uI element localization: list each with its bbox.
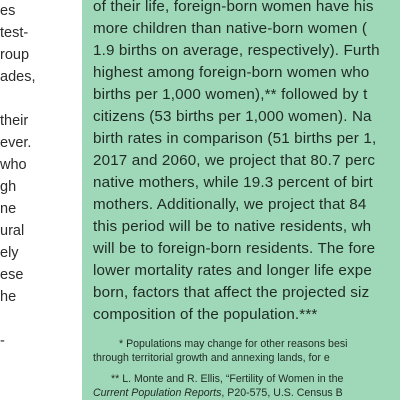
body-text-fragment: - (0, 333, 5, 349)
sidebar-text-line: citizens (53 births per 1,000 women). Na (93, 108, 372, 125)
sidebar-text-line: this period will be to native residents,… (93, 218, 372, 235)
body-text-fragment: test- (0, 25, 29, 41)
body-text-fragment: gh (0, 179, 17, 195)
sidebar-text-line: birth rates in comparison (51 births per… (93, 130, 377, 147)
body-text-fragment: ural (0, 223, 25, 239)
footnote-2-line-2: Current Population Reports, P20-575, U.S… (93, 388, 343, 399)
sidebar-text-line: lower mortality rates and longer life ex… (93, 262, 372, 279)
body-text-fragment: ever. (0, 135, 32, 151)
sidebar-text-line: will be to foreign-born residents. The f… (93, 240, 376, 257)
body-text-fragment: he (0, 289, 17, 305)
body-text-fragment: their (0, 113, 29, 129)
sidebar-text-line: highest among foreign-born women who (93, 64, 370, 81)
body-text-fragment: roup (0, 47, 30, 63)
body-text-fragment: ades, (0, 69, 36, 85)
sidebar-text-line: composition of the population.*** (93, 306, 318, 323)
publication-title: Current Population Reports (93, 387, 222, 399)
sidebar-text-line: births per 1,000 women),** followed by t (93, 86, 368, 103)
sidebar-text-line: of their life, foreign-born women have h… (93, 0, 374, 15)
sidebar-text-line: native mothers, while 19.3 percent of bi… (93, 174, 373, 191)
footnote-2-line-1: ** L. Monte and R. Ellis, “Fertility of … (111, 373, 344, 385)
footnote-1-line-2: through territorial growth and annexing … (93, 352, 330, 364)
footnote-1-line-1: * Populations may change for other reaso… (119, 338, 348, 350)
sidebar-text-line: mothers. Additionally, we project that 8… (93, 196, 367, 213)
body-text-fragment: ne (0, 201, 17, 217)
sidebar-text-line: 1.9 births on average, respectively). Fu… (93, 42, 380, 59)
sidebar-text-line: 2017 and 2060, we project that 80.7 perc (93, 152, 376, 169)
body-text-fragment: ese (0, 267, 24, 283)
body-text-fragment: ely (0, 245, 19, 261)
body-text-fragment: who (0, 157, 27, 173)
publication-citation: , P20-575, U.S. Census B (221, 387, 343, 399)
main-text-column: es test- roup ades, their ever. who gh n… (0, 0, 82, 400)
sidebar-text-line: more children than native-born women ( (93, 20, 368, 37)
sidebar-box: of their life, foreign-born women have h… (82, 0, 400, 400)
sidebar-text-line: born, factors that affect the projected … (93, 284, 370, 301)
body-text-fragment: es (0, 3, 16, 19)
